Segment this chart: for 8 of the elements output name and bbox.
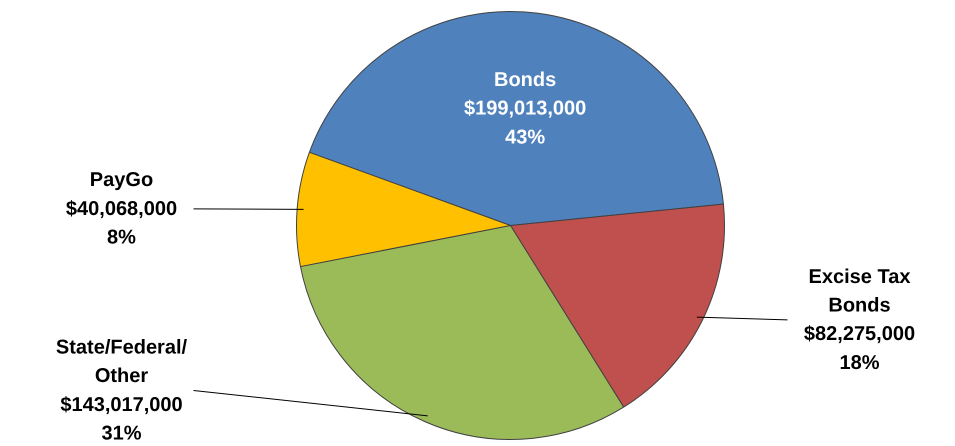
data-label: $143,017,000 31% bbox=[60, 394, 183, 444]
data-label: $82,275,000 18% bbox=[804, 323, 916, 374]
data-label: $199,013,000 43% bbox=[464, 98, 586, 148]
data-label: $40,068,000 8% bbox=[66, 198, 178, 248]
slice-label: State/Federal/Other bbox=[56, 336, 188, 388]
slice-label: PayGo bbox=[90, 169, 154, 192]
slice-label: Excise Tax Bonds bbox=[808, 266, 910, 317]
slice-label: Bonds bbox=[494, 69, 556, 92]
